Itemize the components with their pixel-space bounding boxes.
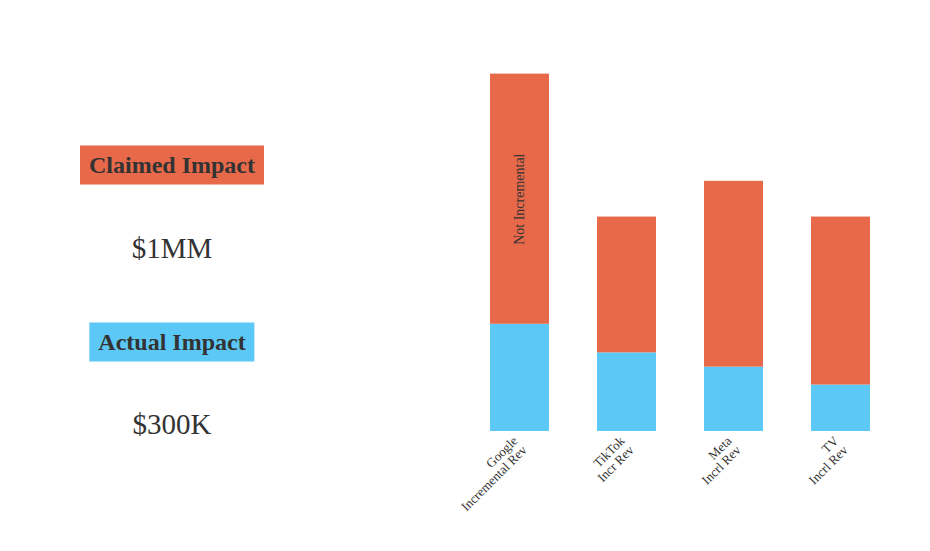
svg-text:TikTokIncr Rev: TikTokIncr Rev: [585, 433, 637, 485]
svg-text:GoogleIncremental Rev: GoogleIncremental Rev: [449, 433, 530, 514]
html-text:Claimed Impact: Claimed Impact: [89, 151, 255, 178]
html-text:$300K: $300K: [132, 407, 212, 440]
svg-text:TVIncrl Rev: TVIncrl Rev: [796, 433, 851, 488]
html-text:Actual Impact: Actual Impact: [98, 328, 246, 355]
svg-text:Not Incremental: Not Incremental: [512, 153, 527, 244]
html-text:$1MM: $1MM: [131, 231, 213, 264]
svg-text:MetaIncrl Rev: MetaIncrl Rev: [689, 433, 744, 488]
